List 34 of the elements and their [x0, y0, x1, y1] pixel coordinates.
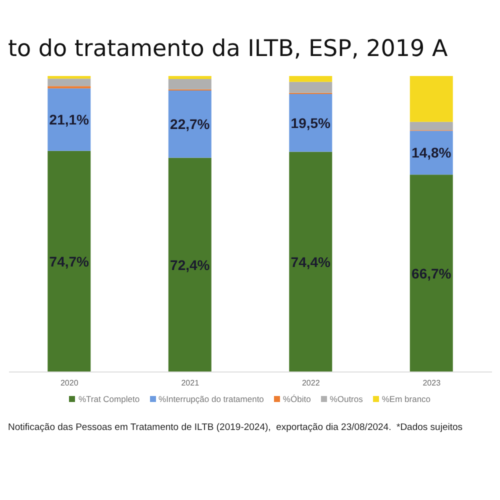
- bar: [48, 150, 91, 372]
- data-label: 22,7%: [170, 116, 210, 132]
- bar: [289, 76, 332, 82]
- x-tick-label: 2022: [302, 378, 320, 388]
- data-label: 21,1%: [49, 112, 90, 128]
- data-label: 74,4%: [290, 254, 332, 270]
- bar: [48, 88, 91, 151]
- data-label: 19,5%: [290, 114, 332, 131]
- bar: [289, 152, 332, 372]
- text: Notificação das Pessoas em Tratamento de ILTB (2019-2024), exportação dia 23/08/2024. *Dados sujeitos: [8, 422, 464, 433]
- x-tick-label: 2021: [181, 378, 200, 388]
- bar: [168, 158, 212, 372]
- bar: [410, 122, 453, 130]
- bar: [168, 90, 212, 158]
- data-label: 66,7%: [412, 265, 452, 282]
- chart-title: to do tratamento da ILTB, ESP, 2019 A: [8, 35, 449, 64]
- legend-label: %Trat Completo: [77, 394, 140, 404]
- bar: [289, 82, 332, 93]
- bar: [410, 174, 453, 372]
- data-label: 74,7%: [49, 253, 90, 270]
- x-tick-label: 2020: [60, 378, 79, 388]
- bar: [48, 78, 91, 86]
- x-tick-label: 2023: [422, 378, 442, 388]
- legend-label: %Óbito: [282, 394, 311, 404]
- bar: [168, 76, 212, 79]
- bar: [48, 76, 91, 79]
- legend-label: %Outros: [328, 394, 363, 404]
- data-label: 14,8%: [412, 144, 452, 161]
- bar: [410, 76, 453, 122]
- data-label: 72,4%: [170, 256, 210, 273]
- bar: [168, 78, 212, 90]
- legend-label: %Em branco: [380, 394, 431, 404]
- legend-label: %Interrupção do tratamento: [158, 394, 264, 404]
- bar: [289, 94, 332, 152]
